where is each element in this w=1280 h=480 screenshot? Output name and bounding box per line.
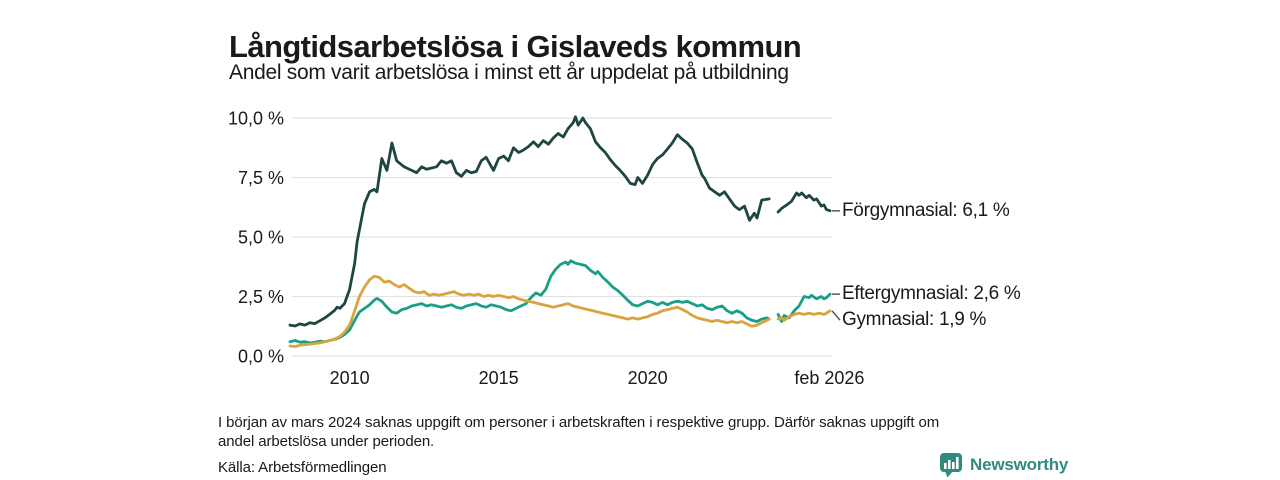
series-line-eftergymnasial	[288, 259, 771, 345]
series-line-forgymnasial	[288, 115, 771, 328]
source-note: Källa: Arbetsförmedlingen	[218, 459, 387, 476]
newsworthy-logo-icon	[940, 453, 962, 478]
y-axis-tick-label: 2,5 %	[238, 287, 284, 307]
y-axis-tick-label: 5,0 %	[238, 228, 284, 248]
x-axis-tick-label: 2015	[479, 368, 519, 388]
y-axis-tick-label: 7,5 %	[238, 168, 284, 188]
y-axis-tick-label: 0,0 %	[238, 347, 284, 367]
x-axis-tick-label: 2020	[628, 368, 668, 388]
footnote-line-1: I början av mars 2024 saknas uppgift om …	[218, 414, 940, 431]
newsworthy-brand: Newsworthy	[939, 452, 1068, 478]
y-axis-tick-label: 10,0 %	[228, 109, 284, 129]
series-line-gymnasial	[288, 274, 771, 348]
brand-name: Newsworthy	[970, 455, 1069, 474]
chart-subtitle: Andel som varit arbetslösa i minst ett å…	[229, 61, 789, 84]
page-title: Långtidsarbetslösa i Gislaveds kommun	[229, 28, 802, 64]
series-label-forgymnasial: Förgymnasial: 6,1 %	[842, 199, 1010, 221]
series-label-eftergymnasial: Eftergymnasial: 2,6 %	[842, 283, 1021, 305]
x-axis-tick-label: feb 2026	[794, 368, 864, 388]
label-connector-gymnasial	[831, 310, 841, 321]
footnote-line-2: andel arbetslösa under perioden.	[218, 433, 435, 450]
series-line-gymnasial	[776, 309, 832, 322]
series-line-forgymnasial	[776, 191, 832, 214]
series-line-eftergymnasial	[776, 292, 832, 323]
x-axis-tick-label: 2010	[330, 368, 370, 388]
series-label-gymnasial: Gymnasial: 1,9 %	[842, 309, 987, 331]
chart-footnote: I början av mars 2024 saknas uppgift om …	[218, 413, 939, 451]
